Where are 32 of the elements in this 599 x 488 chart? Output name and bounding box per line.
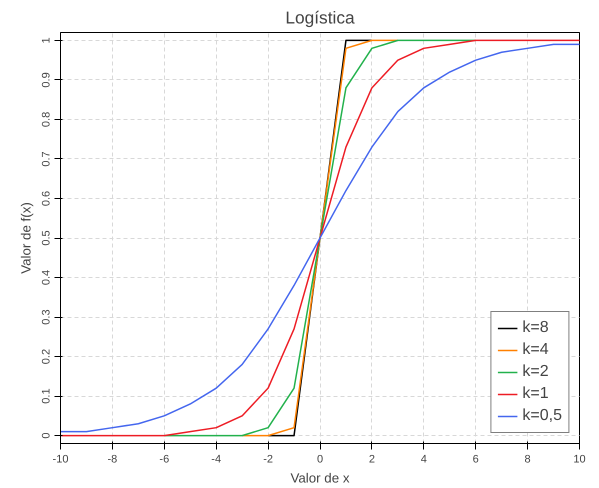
x-tick-label: -10: [52, 454, 68, 466]
legend-label: k=0,5: [522, 407, 562, 425]
y-tick-label: 0.2: [40, 348, 52, 364]
x-tick-label: 8: [524, 454, 531, 466]
y-tick-label: 1: [40, 37, 52, 44]
y-tick-label: 0.9: [40, 72, 52, 88]
x-tick-label: 4: [420, 454, 427, 466]
line-series: [164, 40, 476, 436]
y-tick-label: 0.5: [40, 230, 52, 246]
x-axis-title: Valor de x: [290, 470, 350, 486]
x-tick-label: 6: [472, 454, 479, 466]
x-tick-label: -4: [211, 454, 222, 466]
x-tick-label: -2: [263, 454, 273, 466]
y-tick-label: 0.3: [40, 309, 52, 325]
y-tick-label: 0.4: [40, 270, 52, 286]
legend-label: k=1: [522, 385, 549, 403]
y-tick-label: 0: [40, 432, 52, 439]
x-tick-label: 2: [368, 454, 375, 466]
legend-label: k=4: [522, 341, 549, 359]
x-tick-label: 10: [573, 454, 586, 466]
x-tick-label: -8: [108, 454, 118, 466]
legend-label: k=2: [522, 363, 549, 381]
x-tick-label: 0: [316, 454, 324, 466]
chart-title: Logística: [285, 8, 356, 28]
x-tick-label: -6: [159, 454, 170, 466]
legend-label: k=8: [522, 319, 549, 337]
line-series: [241, 40, 399, 436]
y-tick-label: 0.7: [40, 151, 52, 167]
y-tick-label: 0.1: [40, 388, 52, 404]
y-tick-label: 0.8: [40, 112, 52, 128]
y-axis-title: Valor de f(x): [18, 202, 34, 274]
y-tick-label: 0.6: [40, 190, 52, 206]
